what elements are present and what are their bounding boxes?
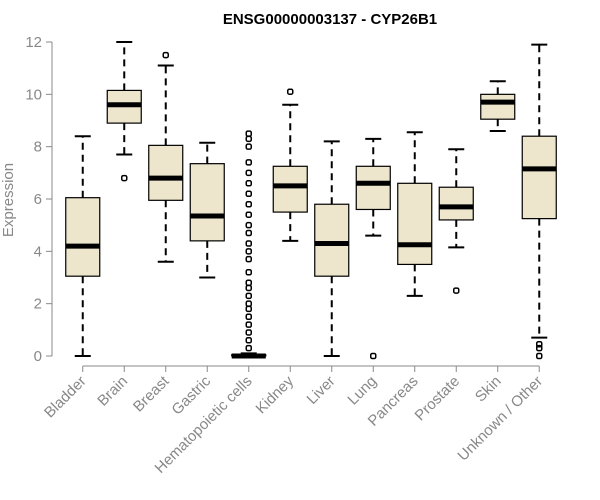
box-iqr [397, 182, 433, 266]
y-tick-label: 10 [25, 86, 42, 103]
outlier-point [453, 287, 460, 294]
outlier-point [245, 211, 252, 218]
y-tick-label: 2 [34, 296, 42, 313]
outlier-point [245, 313, 252, 320]
box-skin [480, 80, 516, 132]
outlier-point [245, 255, 252, 263]
x-tick-label-prostate: Prostate [412, 373, 464, 425]
box-iqr [65, 197, 101, 277]
box-iqr [480, 93, 516, 120]
outlier-point [245, 321, 252, 328]
outlier-point [245, 305, 252, 313]
outlier-point [536, 340, 543, 348]
boxes-group [65, 41, 557, 360]
outlier-point [245, 143, 252, 150]
box-gastric [189, 141, 225, 279]
box-iqr [355, 165, 391, 211]
outlier-point [245, 279, 252, 286]
x-tick-label-breast: Breast [130, 372, 173, 415]
x-tick-label-liver: Liver [304, 373, 339, 408]
box-iqr [438, 186, 474, 221]
outlier-point [245, 337, 252, 344]
outlier-point [245, 130, 252, 137]
y-tick-label: 12 [25, 34, 42, 51]
box-iqr [314, 203, 350, 277]
box-pancreas [397, 131, 433, 297]
outlier-point [536, 344, 543, 352]
outlier-point [245, 329, 252, 336]
y-axis: 0 2 4 6 8 10 12 [25, 34, 53, 365]
outlier-point [245, 284, 252, 292]
outlier-point [245, 240, 252, 247]
y-tick-label: 8 [34, 139, 42, 156]
box-iqr [189, 163, 225, 242]
outlier-point [245, 248, 252, 255]
outlier-point [245, 229, 252, 237]
x-tick-label-kidney: Kidney [253, 372, 298, 417]
outlier-point [121, 174, 128, 182]
box-lung [355, 137, 391, 360]
box-brain [106, 41, 142, 182]
x-tick-label-bladder: Bladder [41, 373, 90, 422]
outlier-point [287, 88, 294, 95]
outlier-point [245, 221, 252, 229]
outlier-point [245, 135, 252, 143]
chart-title: ENSG00000003137 - CYP26B1 [223, 11, 437, 28]
outlier-point [245, 269, 252, 276]
y-tick-label: 0 [34, 348, 42, 365]
outlier-point [245, 200, 252, 208]
box-iqr [521, 135, 557, 220]
box-iqr [148, 144, 184, 201]
outlier-point [245, 190, 252, 198]
outlier-point [536, 352, 543, 360]
outlier-point [245, 300, 252, 307]
x-tick-label-skin: Skin [472, 373, 505, 406]
y-tick-label: 4 [34, 243, 42, 260]
outlier-point [245, 344, 252, 352]
outlier-point [245, 169, 252, 177]
outlier-point [370, 352, 377, 360]
box-liver [314, 140, 350, 357]
outlier-point [245, 180, 252, 187]
box-breast [148, 51, 184, 263]
x-tick-label-brain: Brain [94, 373, 131, 410]
outlier-point [162, 51, 169, 59]
box-unknown-other [521, 43, 557, 360]
x-tick-label-lung: Lung [344, 373, 380, 409]
y-axis-label: Expression [0, 163, 17, 237]
outlier-point [245, 159, 252, 166]
y-tick-label: 6 [34, 191, 42, 208]
box-bladder [65, 135, 101, 357]
outlier-point [245, 292, 252, 300]
box-hematopoietic-cells [231, 130, 267, 359]
box-kidney [272, 88, 308, 242]
box-iqr [272, 165, 308, 213]
box-prostate [438, 148, 474, 294]
